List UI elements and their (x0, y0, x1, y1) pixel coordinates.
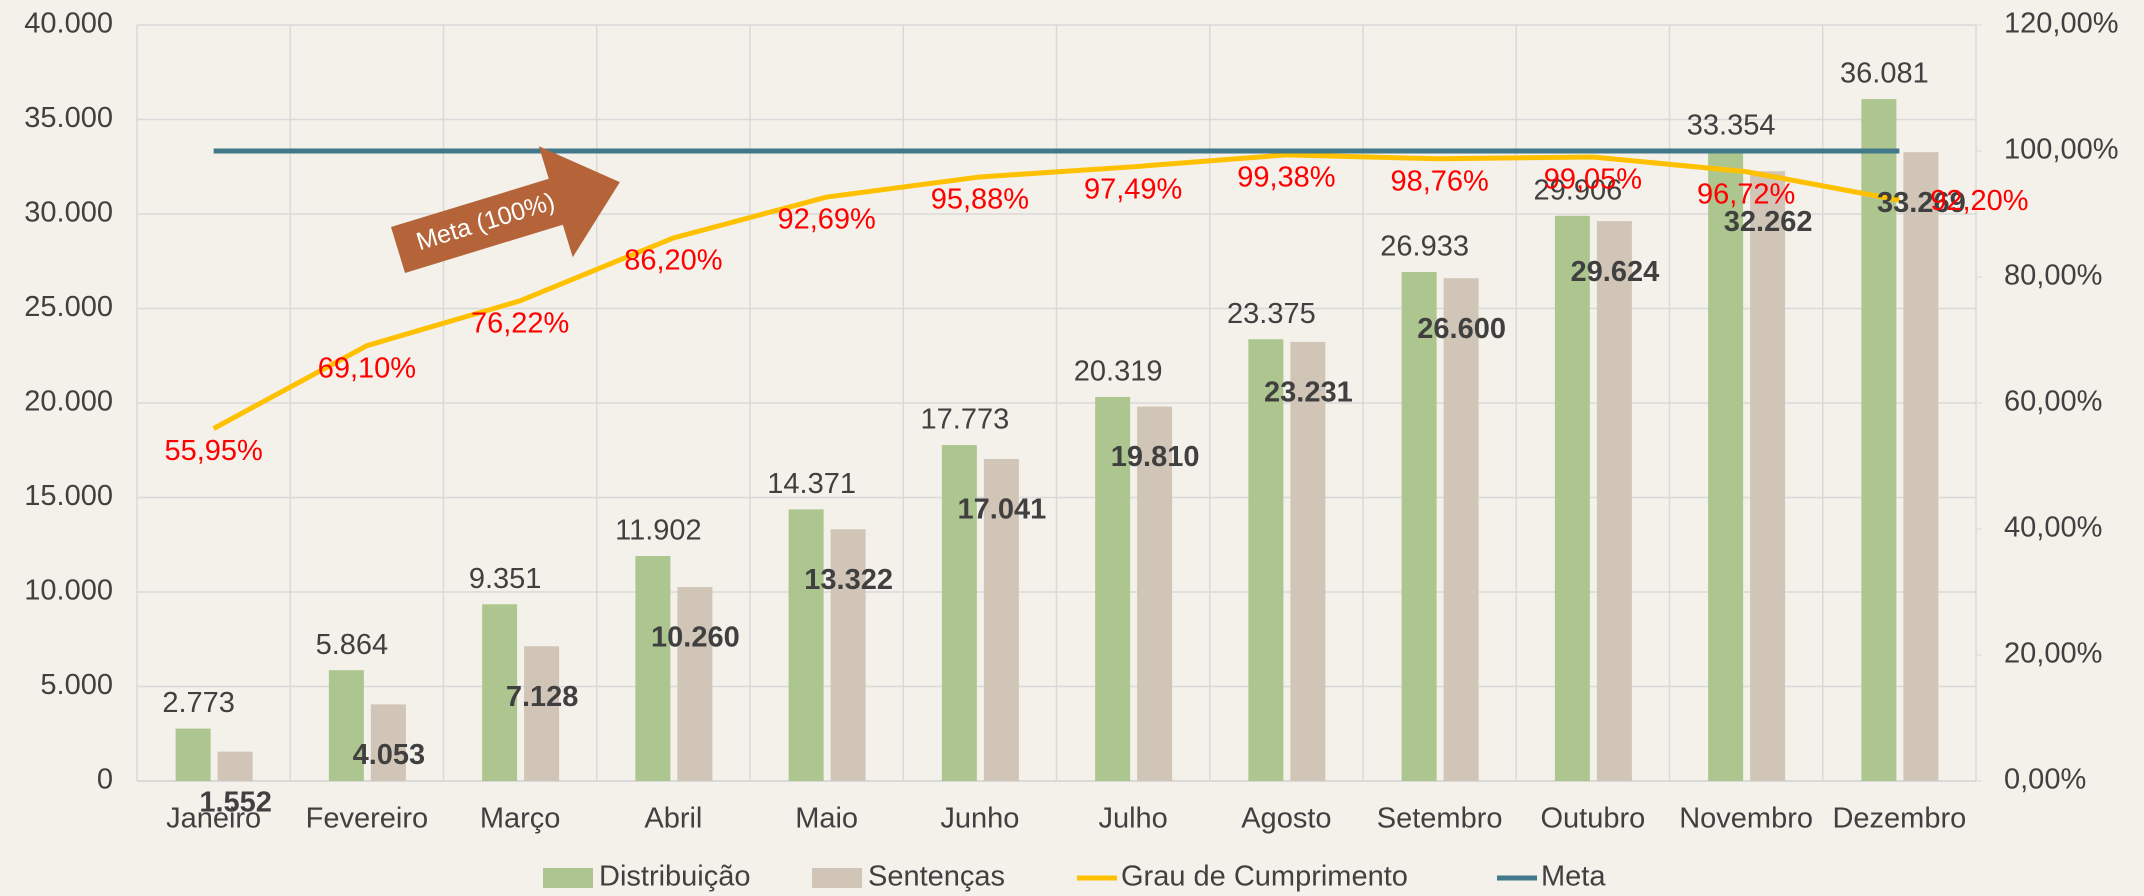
x-tick-label: Março (480, 803, 561, 835)
legend-label: Distribuição (599, 861, 751, 893)
x-tick-label: Agosto (1241, 803, 1331, 835)
annotation-arrow (390, 146, 620, 273)
y2-tick-label: 80,00% (2004, 260, 2102, 292)
bar (217, 751, 253, 781)
data-label: 14.371 (767, 468, 856, 500)
legend-swatch (812, 868, 862, 888)
y2-tick-label: 40,00% (2004, 512, 2102, 544)
data-label: 29.624 (1571, 256, 1660, 288)
x-tick-label: Setembro (1377, 803, 1503, 835)
x-tick-label: Fevereiro (306, 803, 429, 835)
data-label: 10.260 (651, 622, 740, 654)
line-data-label: 92,69% (777, 204, 875, 236)
bar (1290, 341, 1326, 781)
legend-swatch (543, 868, 593, 888)
bar (482, 604, 518, 781)
bar (1443, 278, 1479, 781)
bar (1596, 221, 1632, 782)
bar (524, 646, 560, 781)
y-tick-label: 10.000 (24, 575, 113, 607)
y2-tick-label: 0,00% (2004, 764, 2086, 796)
bar (1554, 215, 1590, 781)
bar (635, 556, 671, 781)
data-label: 19.810 (1111, 441, 1200, 473)
y-tick-label: 20.000 (24, 386, 113, 418)
bar (1861, 99, 1897, 782)
data-label: 13.322 (804, 564, 893, 596)
data-label: 9.351 (469, 563, 542, 595)
line-data-label: 98,76% (1390, 165, 1488, 197)
data-label: 7.128 (506, 681, 579, 713)
y-tick-label: 0 (97, 764, 113, 796)
bar (788, 509, 824, 781)
line-data-label: 96,72% (1697, 178, 1795, 210)
y-tick-label: 5.000 (40, 669, 113, 701)
data-label: 5.864 (316, 629, 389, 661)
y2-tick-label: 100,00% (2004, 134, 2119, 166)
x-tick-label: Abril (644, 803, 702, 835)
x-tick-label: Maio (795, 803, 858, 835)
data-label: 32.262 (1724, 206, 1813, 238)
data-label: 20.319 (1074, 356, 1163, 388)
bar (370, 704, 406, 781)
line-data-label: 55,95% (164, 435, 262, 467)
data-label: 33.354 (1687, 109, 1776, 141)
bar (830, 529, 866, 781)
bar (1750, 171, 1786, 782)
data-label: 4.053 (353, 739, 426, 771)
x-tick-label: Julho (1098, 803, 1167, 835)
bar (1401, 271, 1437, 781)
data-label: 29.906 (1534, 174, 1623, 206)
bar (1137, 406, 1173, 781)
x-tick-label: Dezembro (1832, 803, 1966, 835)
x-tick-label: Junho (940, 803, 1019, 835)
bar (941, 445, 977, 781)
bar (1095, 396, 1131, 781)
legend-label: Meta (1541, 861, 1606, 893)
line-data-label: 92,20% (1930, 185, 2028, 217)
legend-label: Grau de Cumprimento (1121, 861, 1408, 893)
legend-label: Sentenças (868, 861, 1005, 893)
y2-tick-label: 60,00% (2004, 386, 2102, 418)
x-tick-label: Janeiro (166, 803, 261, 835)
data-label: 17.041 (958, 494, 1047, 526)
data-label: 23.231 (1264, 377, 1353, 409)
data-label: 17.773 (921, 404, 1010, 436)
y-tick-label: 40.000 (24, 8, 113, 40)
bar (328, 670, 364, 781)
line-data-label: 86,20% (624, 245, 722, 277)
y2-tick-label: 120,00% (2004, 8, 2119, 40)
y-tick-label: 15.000 (24, 480, 113, 512)
line-data-label: 69,10% (318, 352, 416, 384)
data-label: 2.773 (162, 687, 235, 719)
bar (1248, 339, 1284, 781)
line-data-label: 97,49% (1084, 173, 1182, 205)
bar (983, 458, 1019, 781)
data-label: 36.081 (1840, 58, 1929, 90)
x-tick-label: Outubro (1540, 803, 1645, 835)
y-tick-label: 30.000 (24, 197, 113, 229)
line-data-label: 76,22% (471, 307, 569, 339)
bar (677, 587, 713, 781)
line-data-label: 95,88% (931, 184, 1029, 216)
y2-tick-label: 20,00% (2004, 638, 2102, 670)
line-data-label: 99,05% (1544, 164, 1642, 196)
line-data-label: 99,38% (1237, 162, 1335, 194)
bar (1903, 152, 1939, 782)
data-label: 26.933 (1380, 231, 1469, 263)
bar (175, 728, 211, 781)
data-label: 1.552 (199, 786, 272, 818)
x-tick-label: Novembro (1679, 803, 1813, 835)
bar (1708, 150, 1744, 782)
data-label: 23.375 (1227, 298, 1316, 330)
y-tick-label: 25.000 (24, 291, 113, 323)
y-tick-label: 35.000 (24, 102, 113, 134)
data-label: 26.600 (1417, 313, 1506, 345)
line-series (212, 152, 1900, 431)
data-label: 33.269 (1877, 187, 1966, 219)
data-label: 11.902 (615, 515, 702, 547)
